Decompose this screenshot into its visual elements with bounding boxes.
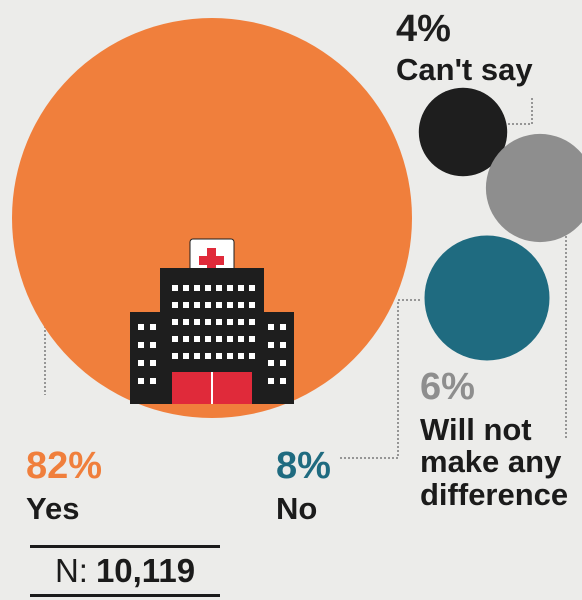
bubble-no: [424, 235, 550, 361]
bubble-yes: [12, 18, 412, 418]
value-label-difference: 6%: [420, 366, 475, 408]
label-difference: 6% Will not make any difference: [420, 366, 569, 512]
label-no: 8% No: [276, 445, 331, 526]
label-cant-say: 4% Can't say: [396, 8, 533, 87]
leader-no: [340, 299, 420, 459]
value-label-no: 8%: [276, 445, 331, 487]
category-label-yes: Yes: [26, 490, 80, 526]
category-line-2: make any: [420, 444, 562, 480]
bubble-cant-say: [418, 87, 508, 177]
hospital-icon: [130, 238, 294, 404]
leader-cant-say: [500, 98, 533, 125]
sample-size-box: N: 10,119: [30, 545, 220, 597]
category-label-no: No: [276, 490, 318, 526]
value-label-yes: 82%: [26, 445, 103, 487]
label-yes: 82% Yes: [26, 445, 103, 526]
category-label-cant-say: Can't say: [396, 51, 533, 87]
value-label-cant-say: 4%: [396, 8, 451, 50]
sample-size-label: N:: [54, 552, 88, 589]
sample-size-value: 10,119: [95, 552, 196, 589]
bubble-difference: [485, 133, 582, 243]
category-line-3: difference: [420, 476, 569, 512]
category-line-1: Will not: [420, 411, 532, 447]
category-label-difference: Will not make any difference: [420, 411, 569, 512]
